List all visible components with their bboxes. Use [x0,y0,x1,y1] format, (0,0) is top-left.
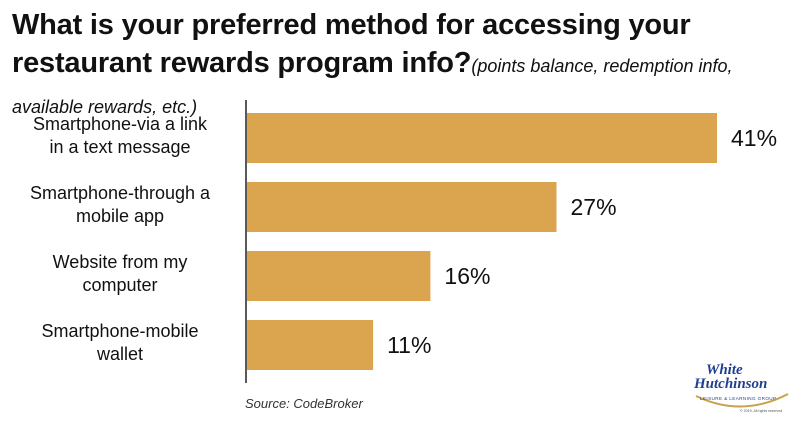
category-label-1: Smartphone-via a link in a text message [33,114,208,157]
category-label-4-line-1: Smartphone-mobile [41,321,198,341]
category-label-1-line-1: Smartphone-via a link [33,114,208,134]
bar-2 [247,182,557,232]
logo-tagline: LEISURE & LEARNING GROUP [700,396,776,401]
category-label-3-line-1: Website from my [53,252,188,272]
logo-copyright: © 2019, All rights reserved [740,409,782,413]
logo-line1: White [706,362,743,378]
logo-line2: Hutchinson [693,376,767,392]
bar-4 [247,320,374,370]
value-label-2: 27% [571,194,617,220]
source-note: Source: CodeBroker [245,396,363,411]
category-label-1-line-2: in a text message [49,137,190,157]
category-label-4-line-2: wallet [96,344,143,364]
value-label-4: 11% [387,332,431,358]
category-label-4: Smartphone-mobile wallet [41,321,198,364]
value-label-1: 41% [731,125,777,151]
bar-3 [247,251,431,301]
chart-title: What is your preferred method for access… [12,6,792,126]
value-label-3: 16% [444,263,490,289]
chart-subtitle: (points balance, redemption info, availa… [12,56,733,117]
logo-swoosh [695,393,789,408]
white-hutchinson-logo: White Hutchinson LEISURE & LEARNING GROU… [693,362,789,413]
category-label-2-line-1: Smartphone-through a [30,183,211,203]
category-label-3: Website from my computer [53,252,188,295]
category-label-2-line-2: mobile app [76,206,164,226]
category-label-2: Smartphone-through a mobile app [30,183,211,226]
bar-1 [247,113,717,163]
category-label-3-line-2: computer [82,275,157,295]
chart-title-text: What is your preferred method for access… [12,9,691,79]
